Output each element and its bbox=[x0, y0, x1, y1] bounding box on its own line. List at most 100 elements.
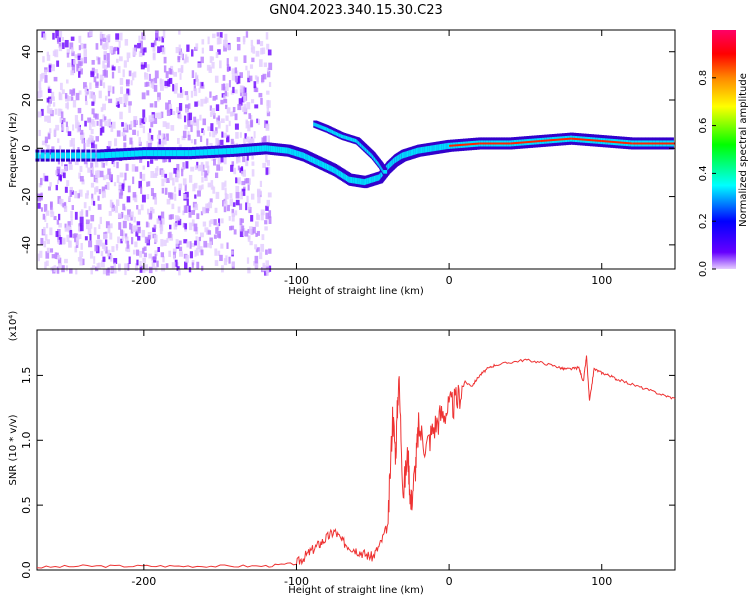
spectrogram-noise-cell bbox=[109, 45, 114, 54]
spectrogram-noise-cell bbox=[209, 105, 213, 111]
spectrogram-noise-cell bbox=[194, 203, 199, 210]
spectrogram-noise-cell bbox=[57, 257, 62, 265]
spectrogram-noise-cell bbox=[44, 75, 48, 83]
spectrogram-noise-cell bbox=[87, 228, 92, 235]
spectrogram-noise-cell bbox=[218, 230, 221, 239]
spectrogram-noise-cell bbox=[93, 256, 96, 264]
spectrogram-x-tick-label: -100 bbox=[284, 274, 309, 287]
spectrogram-noise-cell bbox=[121, 132, 126, 137]
spectrogram-noise-cell bbox=[87, 117, 92, 123]
spectrogram-noise-cell bbox=[70, 210, 73, 219]
spectrogram-noise-cell bbox=[91, 108, 95, 115]
spectrogram-noise-cell bbox=[141, 173, 146, 182]
spectrogram-trace-core bbox=[184, 150, 189, 157]
spectrogram-trace-core bbox=[383, 170, 388, 174]
spectrogram-noise-cell bbox=[193, 116, 197, 123]
spectrogram-trace-core bbox=[261, 145, 266, 152]
spectrogram-noise-cell bbox=[71, 65, 76, 74]
spectrogram-noise-cell bbox=[69, 42, 74, 50]
spectrogram-noise-cell bbox=[136, 226, 141, 234]
spectrogram-noise-cell bbox=[77, 55, 81, 61]
spectrogram-noise-cell bbox=[85, 100, 88, 106]
spectrogram-noise-cell bbox=[103, 233, 108, 240]
spectrogram-noise-cell bbox=[53, 128, 57, 137]
spectrogram-noise-cell bbox=[217, 120, 221, 129]
spectrogram-noise-cell bbox=[210, 180, 214, 186]
spectrogram-noise-cell bbox=[44, 69, 47, 75]
spectrogram-noise-cell bbox=[123, 60, 127, 68]
spectrogram-noise-cell bbox=[102, 82, 106, 89]
spectrogram-noise-cell bbox=[187, 119, 191, 127]
spectrogram-noise-cell bbox=[201, 39, 205, 45]
spectrogram-noise-cell bbox=[107, 168, 111, 175]
spectrogram-noise-cell bbox=[132, 192, 137, 198]
spectrogram-noise-cell bbox=[178, 183, 183, 191]
spectrogram-noise-cell bbox=[95, 43, 99, 50]
spectrogram-noise-cell bbox=[95, 81, 99, 86]
spectrogram-noise-cell bbox=[59, 153, 62, 160]
spectrogram-noise-cell bbox=[91, 140, 95, 149]
spectrogram-noise-cell bbox=[69, 190, 73, 197]
spectrogram-noise-cell bbox=[224, 193, 228, 202]
spectrogram-noise-cell bbox=[245, 202, 248, 211]
spectrogram-noise-cell bbox=[182, 210, 185, 216]
spectrogram-noise-cell bbox=[107, 267, 110, 273]
spectrogram-noise-cell bbox=[53, 76, 58, 82]
spectrogram-noise-cell bbox=[106, 249, 111, 257]
spectrogram-trace-core bbox=[199, 149, 204, 156]
spectrogram-noise-cell bbox=[167, 79, 171, 87]
spectrogram-noise-cell bbox=[142, 257, 146, 264]
spectrogram-noise-cell bbox=[205, 203, 209, 212]
spectrogram-noise-cell bbox=[163, 136, 167, 145]
spectrogram-y-tick-label: -20 bbox=[20, 188, 33, 206]
spectrogram-noise-cell bbox=[195, 247, 199, 256]
spectrogram-noise-cell bbox=[249, 240, 253, 246]
spectrogram-noise-cell bbox=[208, 220, 212, 227]
spectrogram-noise-cell bbox=[88, 206, 91, 211]
spectrogram-noise-cell bbox=[168, 67, 171, 75]
spectrogram-noise-cell bbox=[160, 239, 164, 247]
spectrogram-noise-cell bbox=[94, 69, 98, 74]
spectrogram-noise-cell bbox=[222, 132, 227, 138]
spectrogram-noise-cell bbox=[59, 198, 62, 205]
spectrogram-noise-cell bbox=[117, 101, 120, 108]
spectrogram-noise-cell bbox=[102, 175, 106, 181]
spectrogram-noise-cell bbox=[242, 156, 246, 163]
spectrogram-noise-cell bbox=[194, 194, 197, 199]
spectrogram-noise-cell bbox=[152, 81, 155, 89]
spectrogram-noise-cell bbox=[165, 102, 169, 110]
spectrogram-noise-cell bbox=[56, 266, 60, 274]
spectrogram-noise-cell bbox=[267, 166, 271, 175]
spectrogram-noise-cell bbox=[211, 108, 216, 116]
spectrogram-noise-cell bbox=[94, 244, 98, 252]
spectrogram-noise-cell bbox=[46, 51, 50, 56]
spectrogram-noise-cell bbox=[241, 218, 244, 223]
spectrogram-noise-cell bbox=[84, 120, 87, 127]
spectrogram-trace bbox=[35, 120, 675, 189]
spectrogram-noise-cell bbox=[239, 132, 242, 138]
spectrogram-noise-cell bbox=[251, 99, 255, 104]
spectrogram-noise-cell bbox=[80, 58, 84, 63]
spectrogram-noise-cell bbox=[61, 119, 64, 128]
spectrogram-noise-cell bbox=[49, 182, 52, 187]
spectrogram-trace-core bbox=[222, 148, 227, 155]
spectrogram-trace-core bbox=[130, 150, 135, 157]
spectrogram-noise-cell bbox=[220, 139, 224, 145]
spectrogram-noise-cell bbox=[93, 113, 98, 118]
spectrogram-noise-cell bbox=[250, 45, 254, 50]
spectrogram-noise-cell bbox=[126, 88, 130, 96]
spectrogram-noise-cell bbox=[89, 234, 92, 241]
spectrogram-noise-cell bbox=[239, 203, 243, 210]
spectrogram-noise-cell bbox=[179, 251, 183, 257]
spectrogram-noise-cell bbox=[214, 75, 219, 83]
spectrogram-noise-cell bbox=[145, 221, 149, 228]
spectrogram-noise-cell bbox=[71, 190, 74, 195]
spectrogram-noise-cell bbox=[79, 224, 84, 232]
spectrogram-noise-cell bbox=[146, 90, 150, 96]
snr-y-tick-label: 1.5 bbox=[20, 367, 33, 385]
spectrogram-noise-cell bbox=[197, 165, 202, 172]
spectrogram-noise-cell bbox=[251, 155, 254, 160]
spectrogram-noise-cell bbox=[97, 57, 101, 65]
spectrogram-noise-cell bbox=[216, 37, 220, 45]
